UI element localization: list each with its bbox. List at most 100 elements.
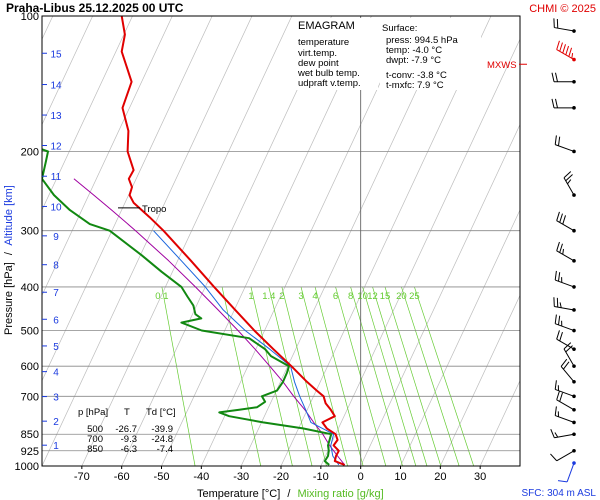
wind-barb bbox=[550, 448, 576, 462]
mixing-ratio-label: 10 bbox=[357, 291, 368, 302]
wind-barb-staff bbox=[556, 450, 575, 462]
temperature-tick-label: 10 bbox=[394, 471, 406, 483]
wind-barb-feather bbox=[557, 480, 568, 483]
wind-barb-station bbox=[572, 308, 576, 312]
mixing-ratio-labels: 0.1 1 1.4 2 3 4 6 8 10 12 15 20 25 bbox=[155, 291, 419, 302]
temperature-tick-label: 30 bbox=[474, 471, 486, 483]
wind-barb-feather bbox=[559, 243, 563, 253]
temperature-line bbox=[120, 16, 346, 466]
wind-barb-station bbox=[572, 57, 576, 62]
wind-barb-station bbox=[572, 328, 576, 333]
isotherm-line bbox=[360, 123, 520, 466]
mixing-ratio-label: 20 bbox=[396, 291, 407, 302]
mixing-ratio-line bbox=[350, 286, 403, 466]
wind-barb-station bbox=[572, 228, 576, 233]
wind-barb-station bbox=[572, 432, 576, 437]
temperature-tick-label: -50 bbox=[154, 471, 170, 483]
wind-barb-station bbox=[572, 420, 576, 425]
altitude-tick-label: 10 bbox=[50, 202, 62, 213]
isotherm-line bbox=[42, 16, 173, 297]
mixing-ratio-label: 2 bbox=[279, 291, 284, 302]
wind-barb bbox=[556, 390, 576, 412]
wind-barb-feather bbox=[562, 248, 565, 255]
temperature-tick-label: -60 bbox=[114, 471, 130, 483]
y-axis-title: Pressure [hPa] / Altitude [km] bbox=[3, 185, 15, 335]
wind-barb-station bbox=[572, 79, 576, 84]
wind-barb-feather bbox=[565, 174, 573, 182]
wind-barb-feather bbox=[568, 47, 573, 57]
isotherm-line bbox=[320, 38, 520, 466]
pressure-tick-label: 600 bbox=[21, 361, 39, 373]
wind-barb-feather bbox=[562, 215, 566, 225]
wind-barb-feather bbox=[556, 330, 560, 340]
wind-barb bbox=[560, 358, 576, 384]
sfc-label: SFC: 304 m ASL bbox=[522, 488, 597, 499]
y-axis-separator: / bbox=[3, 251, 15, 255]
x-axis-label-mixing: Mixing ratio [g/kg] bbox=[297, 488, 383, 500]
pressure-grid bbox=[42, 16, 520, 466]
mixing-ratio-line bbox=[362, 286, 417, 466]
mixing-ratio-label: 8 bbox=[348, 291, 353, 302]
surface-temp: temp: -4.0 °C bbox=[386, 45, 442, 56]
wind-barb-station bbox=[572, 364, 576, 368]
wind-barb-feather bbox=[559, 213, 563, 223]
mixing-ratio-line bbox=[281, 286, 327, 466]
altitude-tick-label: 9 bbox=[53, 232, 59, 243]
mixing-ratio-line bbox=[161, 286, 196, 466]
wind-barb-feather bbox=[557, 136, 561, 146]
tropopause-label: Tropo bbox=[142, 204, 166, 215]
legend-item-temperature: temperature bbox=[298, 37, 349, 48]
altitude-tick-label: 4 bbox=[53, 368, 59, 379]
levels-row-p: 700 bbox=[87, 434, 103, 445]
updraft-vtemp-line bbox=[73, 178, 346, 466]
levels-row-td: -7.4 bbox=[157, 444, 173, 455]
credit-label: CHMI © 2025 bbox=[529, 3, 596, 15]
isotherm-line bbox=[161, 16, 372, 466]
wind-barb-feather bbox=[567, 179, 572, 185]
isotherm-line bbox=[42, 16, 133, 211]
wind-barb-feather bbox=[555, 98, 558, 108]
x-axis-separator: / bbox=[287, 488, 291, 500]
wind-barb-station bbox=[572, 347, 576, 351]
surface-dwpt: dwpt: -7.9 °C bbox=[386, 55, 441, 66]
mixing-ratio-label: 1 bbox=[248, 291, 253, 302]
altitude-tick-label: 2 bbox=[53, 417, 59, 428]
wind-barb bbox=[553, 297, 576, 312]
wet-bulb-line bbox=[153, 230, 340, 466]
altitude-tick-label: 6 bbox=[53, 315, 59, 326]
legend-item-updraft: udpraft v.temp. bbox=[298, 78, 361, 89]
wind-barb-feather bbox=[565, 345, 573, 353]
altitude-tick-label: 11 bbox=[51, 172, 62, 183]
wind-barb-feather bbox=[554, 432, 559, 438]
wind-barb bbox=[554, 135, 576, 154]
wind-barb-feather bbox=[554, 314, 557, 324]
wind-barb-feather bbox=[556, 241, 560, 251]
pressure-tick-label: 500 bbox=[21, 326, 39, 338]
pressure-tick-label: 100 bbox=[21, 11, 39, 23]
wind-barb bbox=[550, 429, 576, 439]
wind-barb-feather bbox=[556, 211, 560, 221]
wind-barb-feather bbox=[556, 390, 560, 400]
wind-barb-station bbox=[572, 106, 576, 110]
wind-barb-feather bbox=[551, 72, 555, 82]
pressure-tick-label: 400 bbox=[21, 282, 39, 294]
isotherm-line bbox=[42, 16, 213, 382]
pressure-tick-label: 700 bbox=[21, 391, 39, 403]
wind-barb bbox=[556, 241, 576, 263]
mixing-ratio-lines bbox=[161, 286, 475, 466]
tropopause-marker: Tropo bbox=[118, 204, 166, 215]
surface-press: press: 994.5 hPa bbox=[386, 35, 459, 46]
wind-barb-feather bbox=[559, 42, 563, 52]
legend-item-dew-point: dew point bbox=[298, 58, 339, 69]
wind-barb-station bbox=[572, 461, 576, 465]
wind-barbs bbox=[550, 18, 576, 483]
mixing-ratio-line bbox=[250, 286, 293, 466]
wind-barb-feather bbox=[556, 40, 560, 50]
mixing-ratio-label: 15 bbox=[380, 291, 391, 302]
wind-barb-feather bbox=[562, 361, 570, 370]
pressure-tick-labels: 100 200 300 400 500 600 700 850 925 1000 bbox=[15, 11, 39, 473]
wind-barb-feather bbox=[550, 453, 558, 462]
wind-barb bbox=[554, 406, 576, 425]
wind-barb-station bbox=[572, 193, 576, 197]
y-axis-label-altitude: Altitude [km] bbox=[3, 185, 15, 246]
